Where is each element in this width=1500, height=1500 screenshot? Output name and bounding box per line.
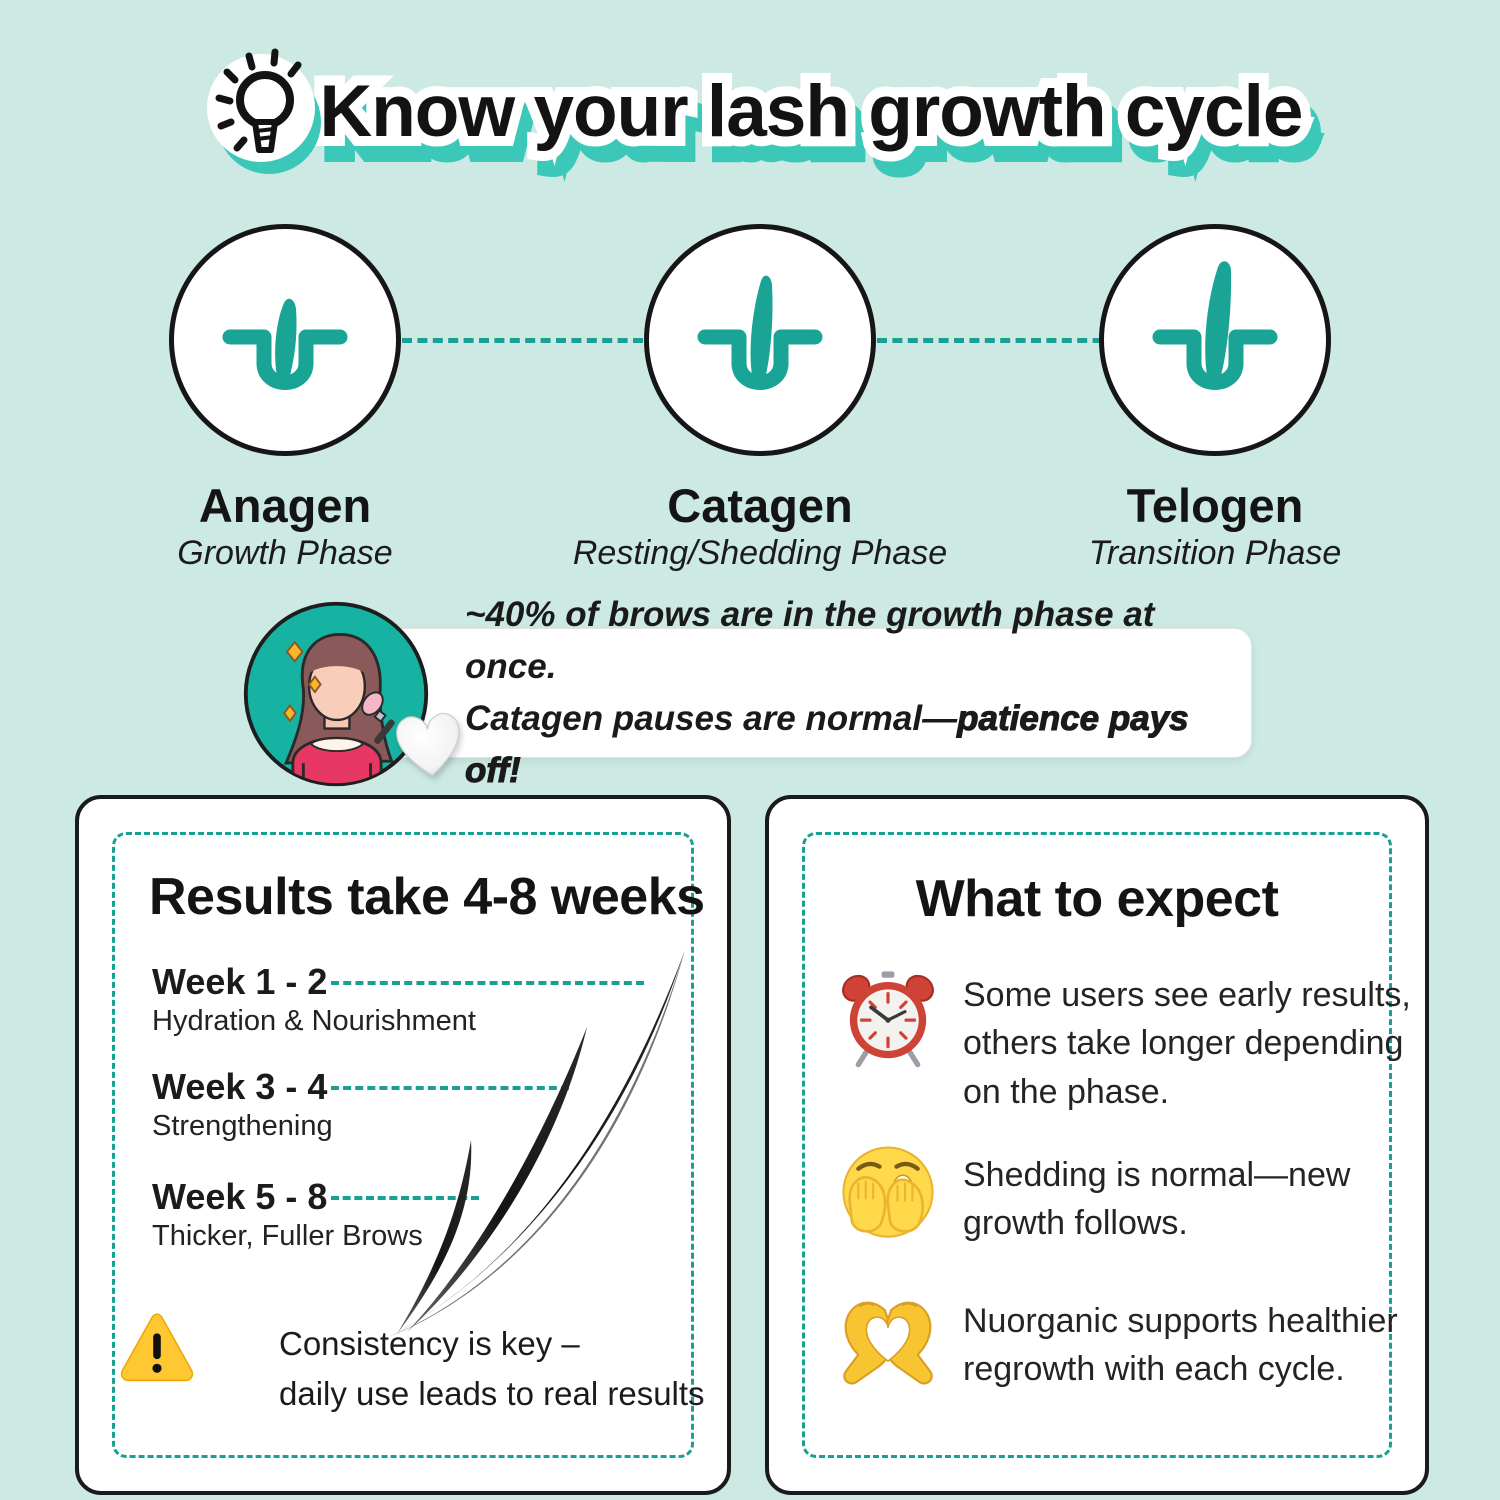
milestone-dash-line	[331, 981, 644, 985]
consistency-note: Consistency is key – daily use leads to …	[279, 1319, 705, 1418]
page-title-shadow: Know your lash growth cycle	[319, 77, 1323, 178]
expect-item-text: Nuorganic supports healthier regrowth wi…	[963, 1302, 1398, 1389]
phase-circle-telogen	[1099, 224, 1331, 456]
header: Know your lash growth cycle Know your la…	[0, 42, 1500, 182]
consistency-note-line-2: daily use leads to real results	[279, 1374, 705, 1412]
phase-circle-anagen	[169, 224, 401, 456]
milestone-weeks: Week 3 - 4	[152, 1066, 328, 1107]
phase-circle-catagen	[644, 224, 876, 456]
callout-line-2-bold: patience pays off!	[464, 698, 1189, 790]
expect-item-text: Shedding is normal—new growth follows.	[963, 1156, 1351, 1243]
milestone-dash-line	[331, 1196, 479, 1200]
results-card: Results take 4-8 weeks Week 1 - 2 Hydrat…	[75, 795, 731, 1495]
phase-name-catagen: Catagen	[667, 479, 853, 532]
alarm-clock-icon	[835, 965, 941, 1071]
callout-line-2: Catagen pauses are normal—patience pays …	[464, 693, 1251, 797]
makeup-woman-avatar	[240, 598, 432, 790]
milestone-label: Strengthening	[152, 1110, 333, 1142]
phase-subtitle-anagen: Growth Phase	[177, 534, 393, 572]
phase-connector-2	[877, 338, 1118, 343]
hair-follicle-icon	[697, 275, 823, 390]
milestone-weeks: Week 5 - 8	[152, 1176, 328, 1217]
peeking-face-icon	[835, 1137, 941, 1243]
hair-follicle-icon	[222, 298, 348, 390]
expect-card: What to expect Some	[765, 795, 1429, 1495]
white-heart-icon	[386, 700, 472, 786]
milestone-dash-line	[331, 1086, 569, 1090]
expect-item-text: Some users see early results, others tak…	[963, 976, 1411, 1111]
callout-line-1: ~40% of brows are in the growth phase at…	[465, 595, 1155, 687]
expect-card-dashed-border	[802, 832, 1392, 1458]
expect-card-title: What to expect	[915, 870, 1279, 928]
phase-subtitle-catagen: Resting/Shedding Phase	[572, 534, 948, 572]
phase-name-anagen: Anagen	[198, 479, 372, 532]
phase-subtitle-telogen: Transition Phase	[1088, 534, 1342, 572]
milestone-label: Thicker, Fuller Brows	[152, 1220, 423, 1252]
page-title-text: Know your lash growth cycle	[319, 71, 1303, 152]
heart-hands-icon	[835, 1289, 941, 1395]
hair-follicle-icon	[1152, 261, 1278, 390]
phase-name-telogen: Telogen	[1126, 479, 1304, 532]
milestone-weeks: Week 1 - 2	[152, 961, 328, 1002]
lightbulb-icon	[197, 38, 325, 178]
warning-icon	[119, 1312, 195, 1382]
page-title: Know your lash growth cycle Know your la…	[309, 42, 1323, 182]
callout-box: ~40% of brows are in the growth phase at…	[358, 595, 1252, 790]
results-card-title: Results take 4-8 weeks	[149, 868, 705, 926]
consistency-note-line-1: Consistency is key –	[279, 1325, 580, 1362]
phase-connector-1	[402, 338, 643, 343]
results-card-dashed-border	[112, 832, 694, 1458]
milestone-label: Hydration & Nourishment	[152, 1005, 476, 1037]
page-title-outline: Know your lash growth cycle	[309, 61, 1313, 162]
callout-line-2-regular: Catagen pauses are normal—	[465, 699, 958, 738]
